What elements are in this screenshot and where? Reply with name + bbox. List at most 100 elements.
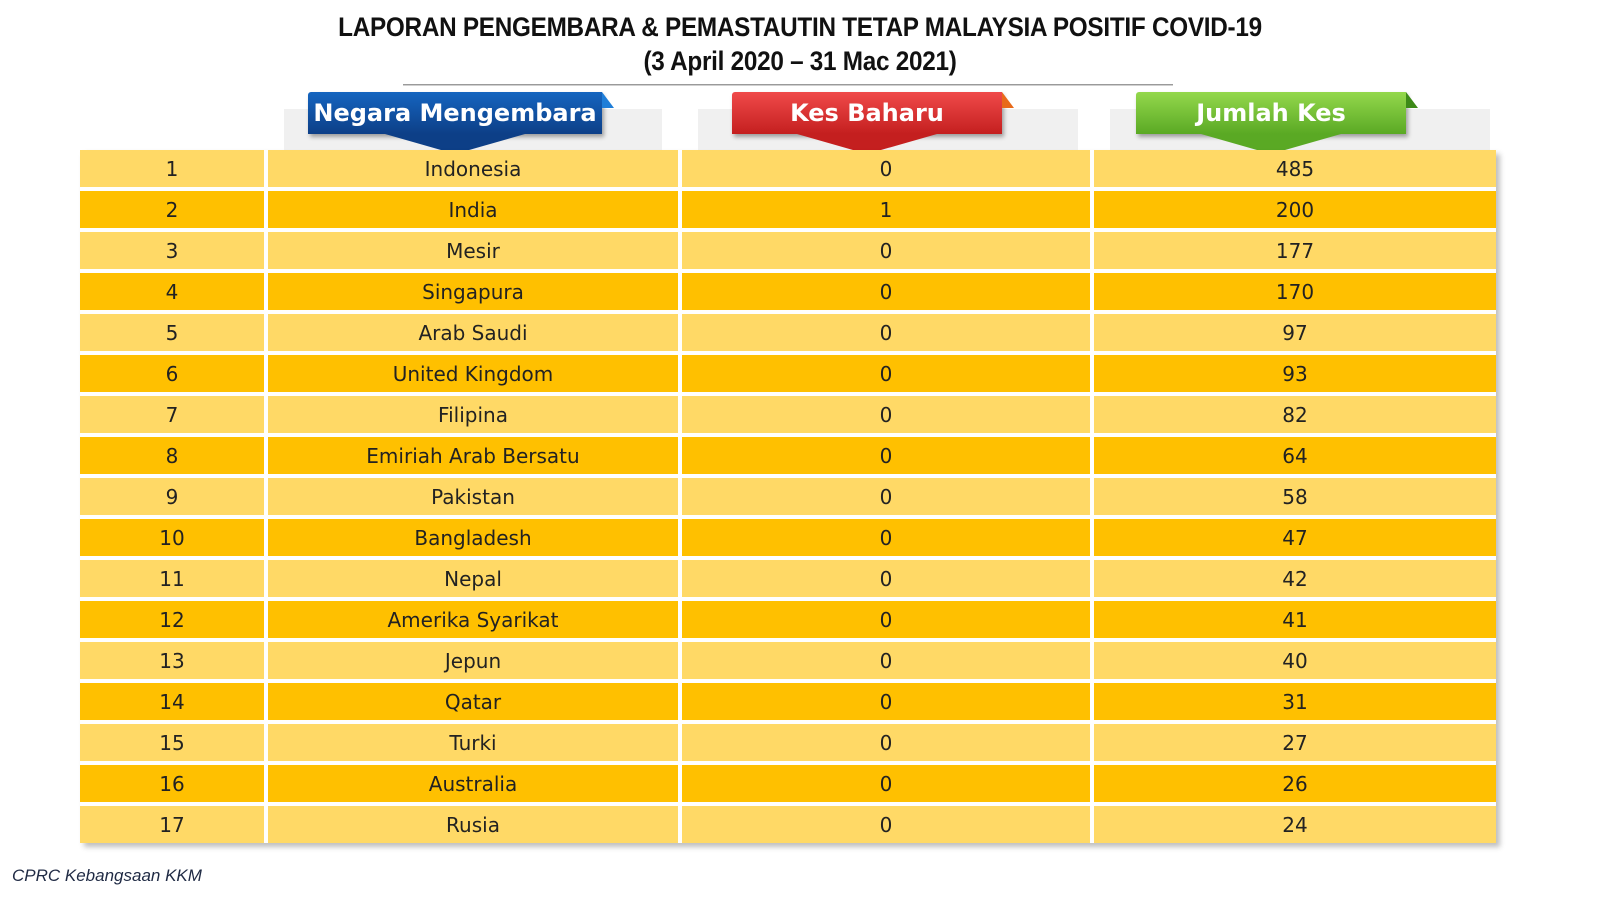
header-country-flap — [602, 92, 614, 108]
row-number: 6 — [80, 355, 268, 392]
new-cases-cell: 0 — [682, 683, 1094, 720]
new-cases-cell: 0 — [682, 560, 1094, 597]
total-cases-cell: 82 — [1282, 402, 1308, 427]
table-row: 15 Turki 0 27 — [80, 724, 1496, 765]
new-cases-cell: 0 — [682, 724, 1094, 761]
country-cell: United Kingdom — [268, 355, 682, 392]
new-cases-cell: 1 — [682, 191, 1094, 228]
header-country-label: Negara Mengembara — [313, 99, 597, 127]
title-line-1: LAPORAN PENGEMBARA & PEMASTAUTIN TETAP M… — [338, 12, 1262, 42]
country-cell: Rusia — [268, 806, 682, 843]
header-country: Negara Mengembara — [308, 92, 614, 154]
header-new-cases: Kes Baharu — [732, 92, 1014, 154]
header-total-cases-pointer — [1201, 134, 1341, 154]
total-cases-cell: 42 — [1282, 566, 1308, 591]
title-line-2: (3 April 2020 – 31 Mac 2021) — [643, 46, 957, 76]
report-title: LAPORAN PENGEMBARA & PEMASTAUTIN TETAP M… — [0, 10, 1600, 78]
table-row: 7 Filipina 0 82 — [80, 396, 1496, 437]
table-row: 14 Qatar 0 31 — [80, 683, 1496, 724]
new-cases-cell: 0 — [682, 519, 1094, 556]
row-number: 15 — [80, 724, 268, 761]
country-cell: Mesir — [268, 232, 682, 269]
row-number: 12 — [80, 601, 268, 638]
table-row: 8 Emiriah Arab Bersatu 0 64 — [80, 437, 1496, 478]
row-number: 5 — [80, 314, 268, 351]
country-cell: Singapura — [268, 273, 682, 310]
header-new-cases-label: Kes Baharu — [790, 99, 944, 127]
header-total-cases-flap — [1406, 92, 1418, 108]
row-number: 3 — [80, 232, 268, 269]
table-row: 9 Pakistan 0 58 — [80, 478, 1496, 519]
country-cell: Pakistan — [268, 478, 682, 515]
table-row: 6 United Kingdom 0 93 — [80, 355, 1496, 396]
total-cases-cell: 58 — [1282, 484, 1308, 509]
new-cases-cell: 0 — [682, 314, 1094, 351]
table-row: 11 Nepal 0 42 — [80, 560, 1496, 601]
country-cell: Jepun — [268, 642, 682, 679]
header-country-pointer — [385, 134, 525, 154]
source-credit: CPRC Kebangsaan KKM — [12, 866, 202, 885]
total-cases-cell: 27 — [1282, 730, 1308, 755]
new-cases-cell: 0 — [682, 642, 1094, 679]
row-number: 14 — [80, 683, 268, 720]
country-cell: Turki — [268, 724, 682, 761]
country-cell: Nepal — [268, 560, 682, 597]
new-cases-cell: 0 — [682, 765, 1094, 802]
total-cases-cell: 93 — [1282, 361, 1308, 386]
table-row: 12 Amerika Syarikat 0 41 — [80, 601, 1496, 642]
row-number: 1 — [80, 150, 268, 187]
title-underline — [403, 84, 1173, 86]
country-cell: Australia — [268, 765, 682, 802]
country-cell: India — [268, 191, 682, 228]
row-number: 16 — [80, 765, 268, 802]
total-cases-cell: 200 — [1275, 197, 1315, 222]
header-total-cases-label: Jumlah Kes — [1196, 99, 1346, 127]
new-cases-cell: 0 — [682, 601, 1094, 638]
header-new-cases-flap — [1002, 92, 1014, 108]
new-cases-cell: 0 — [682, 232, 1094, 269]
total-cases-cell: 177 — [1275, 238, 1315, 263]
total-cases-cell: 64 — [1282, 443, 1308, 468]
table-row: 3 Mesir 0 177 — [80, 232, 1496, 273]
row-number: 2 — [80, 191, 268, 228]
new-cases-cell: 0 — [682, 273, 1094, 310]
new-cases-cell: 0 — [682, 478, 1094, 515]
total-cases-cell: 40 — [1282, 648, 1308, 673]
country-cell: Filipina — [268, 396, 682, 433]
new-cases-cell: 0 — [682, 396, 1094, 433]
total-cases-cell: 97 — [1282, 320, 1308, 345]
row-number: 13 — [80, 642, 268, 679]
table-row: 4 Singapura 0 170 — [80, 273, 1496, 314]
new-cases-cell: 0 — [682, 355, 1094, 392]
total-cases-cell: 26 — [1282, 771, 1308, 796]
new-cases-cell: 0 — [682, 437, 1094, 474]
row-number: 9 — [80, 478, 268, 515]
row-number: 8 — [80, 437, 268, 474]
row-number: 4 — [80, 273, 268, 310]
country-cell: Arab Saudi — [268, 314, 682, 351]
country-cell: Amerika Syarikat — [268, 601, 682, 638]
total-cases-cell: 24 — [1282, 812, 1308, 837]
row-number: 11 — [80, 560, 268, 597]
table-row: 16 Australia 0 26 — [80, 765, 1496, 806]
total-cases-cell: 170 — [1275, 279, 1315, 304]
table-row: 2 India 1 200 — [80, 191, 1496, 232]
country-cell: Bangladesh — [268, 519, 682, 556]
row-number: 17 — [80, 806, 268, 843]
total-cases-cell: 47 — [1282, 525, 1308, 550]
table-row: 10 Bangladesh 0 47 — [80, 519, 1496, 560]
table-row: 1 Indonesia 0 485 — [80, 150, 1496, 191]
header-total-cases: Jumlah Kes — [1136, 92, 1418, 154]
country-cell: Emiriah Arab Bersatu — [268, 437, 682, 474]
total-cases-cell: 41 — [1282, 607, 1308, 632]
cases-table: 1 Indonesia 0 485 2 India 1 200 3 Mesir … — [80, 150, 1496, 843]
new-cases-cell: 0 — [682, 150, 1094, 187]
country-cell: Indonesia — [268, 150, 682, 187]
header-new-cases-pointer — [797, 134, 937, 154]
table-row: 13 Jepun 0 40 — [80, 642, 1496, 683]
table-row: 5 Arab Saudi 0 97 — [80, 314, 1496, 355]
country-cell: Qatar — [268, 683, 682, 720]
new-cases-cell: 0 — [682, 806, 1094, 843]
total-cases-cell: 485 — [1275, 156, 1315, 181]
total-cases-cell: 31 — [1282, 689, 1308, 714]
